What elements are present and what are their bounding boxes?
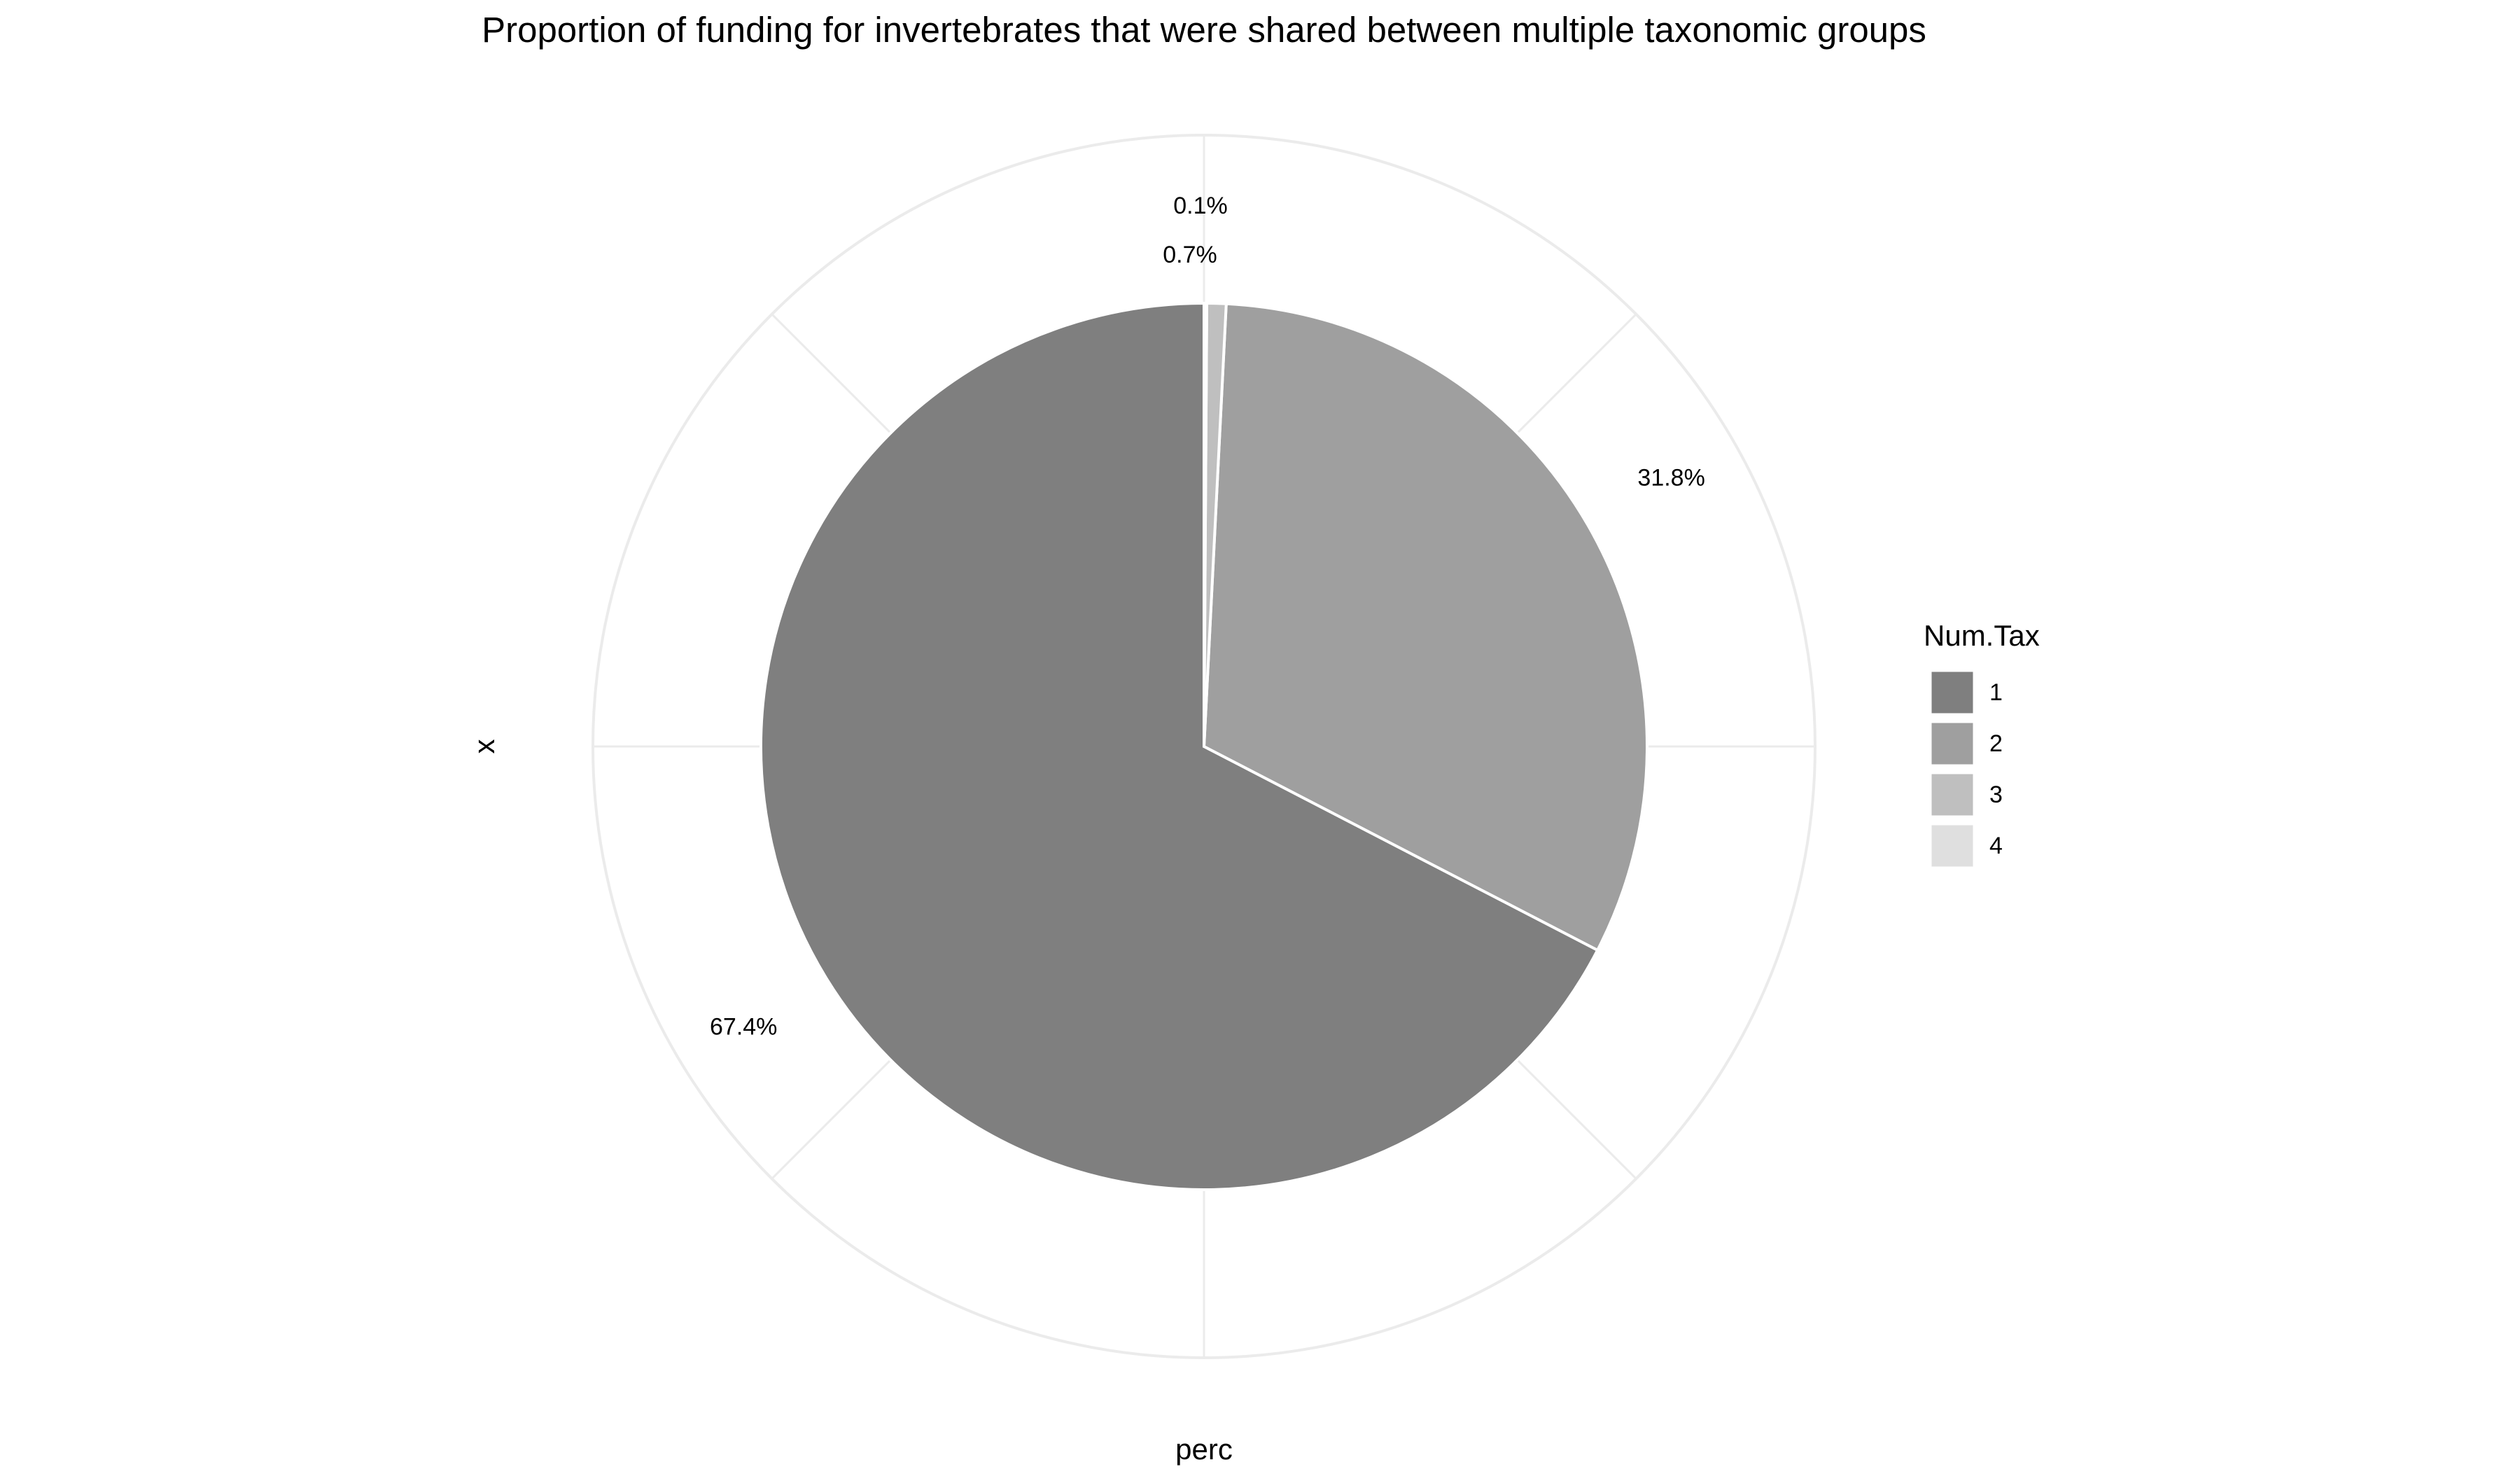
slice-label-4: 0.1% — [1173, 193, 1228, 219]
legend-label-4: 4 — [1989, 833, 2003, 859]
legend-label-2: 2 — [1989, 730, 2003, 757]
legend-items: 1 2 3 4 — [1929, 669, 2003, 869]
pie-slice-4 — [1203, 301, 1208, 747]
pie-slice-1 — [760, 301, 1600, 1191]
y-axis-label: x — [468, 739, 500, 754]
legend-key-4 — [1929, 823, 1975, 869]
legend-title: Num.Tax — [1924, 619, 2040, 652]
slice-labels: 67.4% 31.8% 0.7% 0.1% — [710, 193, 1705, 1040]
legend: Num.Tax 1 2 3 4 — [1924, 619, 2040, 869]
legend-label-3: 3 — [1989, 781, 2003, 808]
legend-key-3 — [1929, 772, 1975, 818]
pie-slices — [760, 301, 1648, 1191]
slice-label-2: 31.8% — [1637, 464, 1704, 491]
chart-title: Proportion of funding for invertebrates … — [482, 10, 1926, 50]
legend-label-1: 1 — [1989, 679, 2003, 706]
pie-slice-2 — [1202, 302, 1648, 952]
legend-key-1 — [1929, 669, 1975, 716]
x-axis-label: perc — [1175, 1433, 1233, 1466]
slice-label-3: 0.7% — [1163, 242, 1217, 268]
legend-key-2 — [1929, 721, 1975, 767]
slice-label-1: 67.4% — [710, 1013, 777, 1040]
